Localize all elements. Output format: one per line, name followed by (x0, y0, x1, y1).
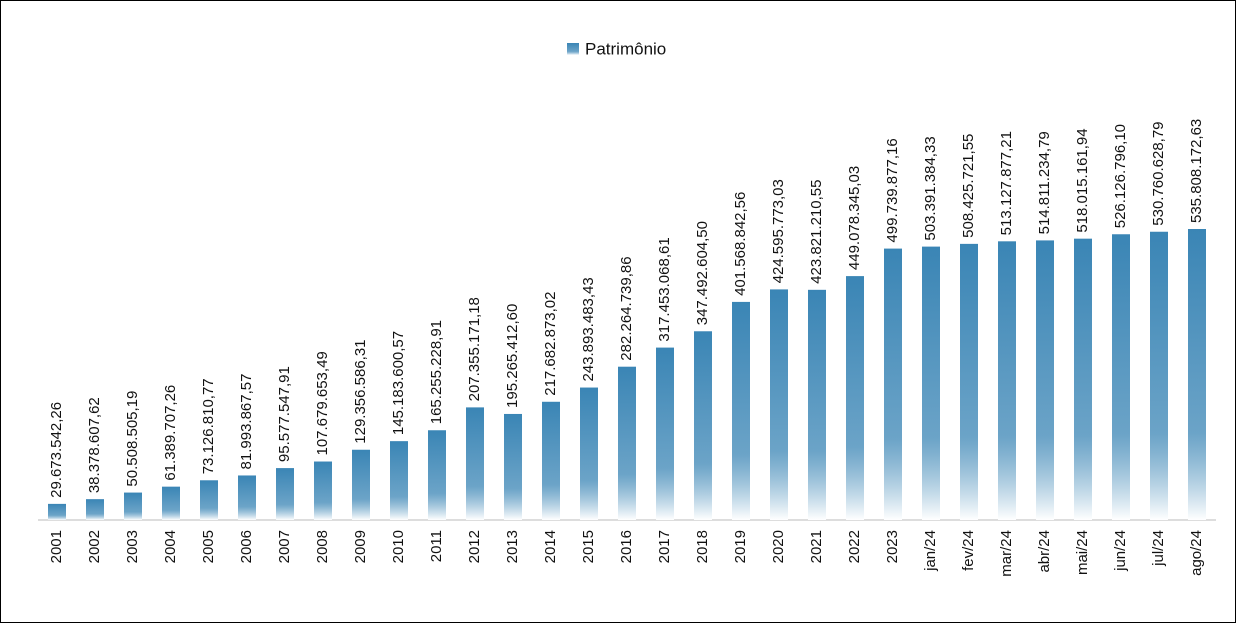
x-tick-label: abr/24 (1036, 530, 1053, 573)
x-tick-label: fev/24 (960, 530, 977, 571)
bar (466, 407, 484, 520)
x-tick-label: ago/24 (1188, 530, 1205, 576)
x-tick-label: jun/24 (1112, 530, 1129, 572)
bar (1150, 231, 1168, 521)
bar (314, 461, 332, 520)
value-label: 508.425.721,55 (960, 134, 977, 238)
value-label: 514.811.234,79 (1036, 131, 1053, 234)
bar (238, 475, 256, 520)
x-tick-label: 2021 (808, 530, 825, 563)
x-tick-label: 2007 (276, 530, 293, 563)
value-label: 317.453.068,61 (656, 237, 673, 341)
bar (1036, 240, 1054, 520)
x-tick-label: jul/24 (1150, 530, 1167, 567)
x-tick-label: 2022 (846, 530, 863, 563)
value-label: 81.993.867,57 (238, 374, 255, 470)
x-tick-label: 2019 (732, 530, 749, 563)
bar (276, 468, 294, 520)
bar (580, 387, 598, 520)
bar (86, 499, 104, 520)
value-label: 347.492.604,50 (694, 221, 711, 325)
bar (618, 366, 636, 520)
bar (504, 413, 522, 520)
bar (390, 441, 408, 520)
value-label: 535.808.172,63 (1188, 119, 1205, 223)
bar (1074, 238, 1092, 521)
value-label: 145.183.600,57 (390, 331, 407, 435)
bar (656, 347, 674, 520)
x-tick-label: 2005 (200, 530, 217, 563)
x-tick-label: mar/24 (998, 530, 1015, 577)
value-label: 499.739.877,16 (884, 138, 901, 242)
bar (694, 331, 712, 520)
bar (200, 480, 218, 520)
value-label: 503.391.384,33 (922, 136, 939, 240)
x-tick-label: 2011 (428, 530, 445, 562)
value-label: 95.577.547,91 (276, 366, 293, 462)
x-tick-label: jan/24 (922, 530, 939, 572)
value-label: 243.893.483,43 (580, 277, 597, 381)
bar (922, 246, 940, 520)
bar (846, 276, 864, 520)
bar (732, 301, 750, 520)
bar (48, 503, 66, 520)
value-label: 423.821.210,55 (808, 180, 825, 284)
value-label: 29.673.542,26 (48, 402, 65, 498)
value-label: 50.508.505,19 (124, 391, 141, 487)
value-label: 424.595.773,03 (770, 179, 787, 283)
value-label: 207.355.171,18 (466, 297, 483, 401)
x-tick-label: 2016 (618, 530, 635, 563)
value-label: 282.264.739,86 (618, 256, 635, 360)
x-tick-label: 2010 (390, 530, 407, 563)
value-label: 107.679.653,49 (314, 351, 331, 455)
x-tick-label: mai/24 (1074, 530, 1091, 575)
value-label: 217.682.873,02 (542, 291, 559, 395)
x-tick-label: 2020 (770, 530, 787, 563)
bar (428, 430, 446, 520)
x-tick-label: 2004 (162, 530, 179, 563)
bar (960, 243, 978, 521)
value-label: 513.127.877,21 (998, 131, 1015, 235)
bar (770, 289, 788, 520)
x-tick-label: 2017 (656, 530, 673, 563)
legend-label: Patrimônio (585, 39, 666, 58)
x-tick-label: 2003 (124, 530, 141, 563)
x-tick-label: 2015 (580, 530, 597, 563)
x-tick-label: 2023 (884, 530, 901, 563)
bar (884, 248, 902, 520)
value-label: 38.378.607,62 (86, 397, 103, 493)
x-tick-label: 2006 (238, 530, 255, 563)
legend-swatch (567, 43, 579, 55)
bar (124, 492, 142, 520)
bar (1112, 234, 1130, 520)
x-tick-label: 2002 (86, 530, 103, 563)
value-label: 165.255.228,91 (428, 320, 445, 424)
value-label: 195.265.412,60 (504, 304, 521, 408)
value-label: 526.126.796,10 (1112, 124, 1129, 228)
value-label: 61.389.707,26 (162, 385, 179, 481)
x-tick-label: 2018 (694, 530, 711, 563)
x-tick-label: 2013 (504, 530, 521, 563)
value-label: 518.015.161,94 (1074, 128, 1091, 232)
bar (542, 401, 560, 520)
x-tick-label: 2008 (314, 530, 331, 563)
bar (162, 486, 180, 520)
x-tick-label: 2001 (48, 530, 65, 563)
x-tick-label: 2009 (352, 530, 369, 563)
value-label: 530.760.628,79 (1150, 121, 1167, 225)
value-label: 449.078.345,03 (846, 166, 863, 270)
bar (352, 449, 370, 520)
x-tick-label: 2012 (466, 530, 483, 563)
value-label: 129.356.586,31 (352, 339, 369, 443)
bar (998, 241, 1016, 520)
value-label: 401.568.842,56 (732, 192, 749, 296)
value-label: 73.126.810,77 (200, 378, 217, 474)
bar (1188, 229, 1206, 520)
x-tick-label: 2014 (542, 530, 559, 563)
bar (808, 289, 826, 520)
